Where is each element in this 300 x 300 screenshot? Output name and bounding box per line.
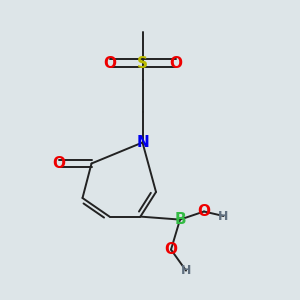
Text: H: H	[181, 264, 191, 277]
Text: N: N	[136, 135, 149, 150]
Text: S: S	[137, 56, 148, 70]
Text: B: B	[174, 212, 186, 227]
Text: O: O	[52, 156, 65, 171]
Text: H: H	[218, 209, 229, 223]
Text: O: O	[164, 242, 178, 257]
Text: O: O	[197, 204, 211, 219]
Text: O: O	[169, 56, 182, 70]
Text: O: O	[103, 56, 116, 70]
